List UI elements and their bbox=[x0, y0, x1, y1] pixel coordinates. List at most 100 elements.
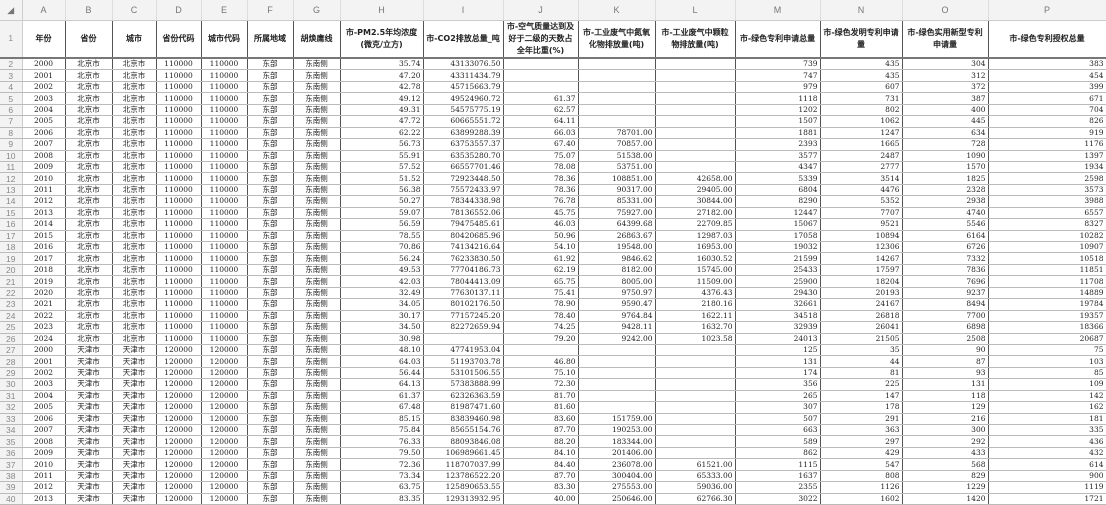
header-cell[interactable]: 省份代码 bbox=[156, 20, 202, 59]
cell[interactable]: 7700 bbox=[902, 310, 989, 323]
cell[interactable]: 34.05 bbox=[340, 298, 424, 311]
cell[interactable]: 2004 bbox=[22, 104, 66, 117]
row-number[interactable]: 7 bbox=[0, 115, 23, 128]
cell[interactable]: 383 bbox=[988, 58, 1106, 71]
cell[interactable]: 110000 bbox=[201, 264, 248, 277]
cell[interactable]: 49.12 bbox=[340, 92, 424, 105]
cell[interactable]: 80102176.50 bbox=[423, 298, 504, 311]
cell[interactable]: 东南侧 bbox=[293, 150, 341, 162]
cell[interactable]: 47741953.04 bbox=[423, 344, 504, 357]
select-all-corner[interactable]: ◢ bbox=[0, 0, 23, 21]
cell[interactable]: 4376.43 bbox=[655, 287, 736, 300]
cell[interactable]: 东部 bbox=[247, 390, 294, 403]
cell[interactable]: 47.72 bbox=[340, 115, 424, 128]
cell[interactable]: 110000 bbox=[156, 69, 202, 82]
cell[interactable]: 19548.00 bbox=[578, 241, 656, 254]
cell[interactable]: 70857.00 bbox=[578, 138, 656, 151]
cell[interactable]: 北京市 bbox=[65, 127, 113, 140]
cell[interactable]: 2019 bbox=[22, 275, 66, 288]
cell[interactable]: 北京市 bbox=[65, 138, 113, 151]
cell[interactable]: 63.75 bbox=[340, 481, 424, 494]
cell[interactable]: 429 bbox=[820, 447, 903, 460]
row-number[interactable]: 28 bbox=[0, 355, 23, 368]
cell[interactable]: 4476 bbox=[820, 184, 903, 197]
cell[interactable]: 东部 bbox=[247, 447, 294, 460]
cell[interactable]: 125890653.55 bbox=[423, 481, 504, 494]
cell[interactable]: 54.10 bbox=[503, 241, 579, 254]
cell[interactable]: 614 bbox=[988, 458, 1106, 471]
cell[interactable]: 2015 bbox=[22, 230, 66, 243]
cell[interactable]: 北京市 bbox=[112, 184, 157, 197]
cell[interactable]: 29405.00 bbox=[655, 184, 736, 197]
cell[interactable]: 天津市 bbox=[65, 458, 113, 471]
cell[interactable]: 808 bbox=[820, 470, 903, 483]
cell[interactable]: 90 bbox=[902, 344, 989, 357]
cell[interactable]: 225 bbox=[820, 378, 903, 391]
cell[interactable] bbox=[503, 69, 579, 82]
cell[interactable]: 81 bbox=[820, 367, 903, 380]
cell[interactable]: 东南侧 bbox=[293, 321, 341, 334]
cell[interactable]: 63899288.39 bbox=[423, 127, 504, 140]
cell[interactable]: 862 bbox=[735, 447, 821, 460]
cell[interactable]: 67.40 bbox=[503, 138, 579, 151]
cell[interactable]: 43133076.50 bbox=[423, 58, 504, 71]
cell[interactable]: 120000 bbox=[156, 447, 202, 460]
cell[interactable]: 51193703.78 bbox=[423, 355, 504, 368]
cell[interactable]: 87 bbox=[902, 355, 989, 368]
cell[interactable]: 1934 bbox=[988, 161, 1106, 174]
cell[interactable]: 110000 bbox=[201, 69, 248, 82]
cell[interactable]: 2009 bbox=[22, 161, 66, 174]
cell[interactable]: 26863.67 bbox=[578, 230, 656, 243]
cell[interactable]: 北京市 bbox=[112, 115, 157, 128]
cell[interactable]: 北京市 bbox=[112, 298, 157, 311]
column-header-h[interactable]: H bbox=[340, 0, 424, 21]
header-cell[interactable]: 所属地域 bbox=[247, 20, 294, 59]
cell[interactable]: 236078.00 bbox=[578, 458, 656, 471]
cell[interactable]: 110000 bbox=[156, 310, 202, 323]
cell[interactable]: 292 bbox=[902, 435, 989, 448]
cell[interactable] bbox=[655, 58, 736, 71]
cell[interactable]: 432 bbox=[988, 447, 1106, 460]
cell[interactable] bbox=[655, 81, 736, 94]
cell[interactable]: 21599 bbox=[735, 252, 821, 265]
cell[interactable]: 2328 bbox=[902, 184, 989, 197]
row-number[interactable]: 39 bbox=[0, 481, 23, 494]
cell[interactable]: 45.75 bbox=[503, 207, 579, 220]
cell[interactable]: 东南侧 bbox=[293, 58, 341, 71]
cell[interactable]: 110000 bbox=[201, 115, 248, 128]
row-number[interactable]: 21 bbox=[0, 275, 23, 288]
cell[interactable]: 25900 bbox=[735, 275, 821, 288]
row-number[interactable]: 37 bbox=[0, 458, 23, 471]
cell[interactable]: 19357 bbox=[988, 310, 1106, 323]
cell[interactable]: 东部 bbox=[247, 92, 294, 105]
cell[interactable]: 46.80 bbox=[503, 355, 579, 368]
cell[interactable]: 110000 bbox=[156, 252, 202, 265]
cell[interactable]: 北京市 bbox=[65, 230, 113, 243]
cell[interactable]: 110000 bbox=[156, 218, 202, 231]
cell[interactable]: 547 bbox=[820, 458, 903, 471]
header-cell[interactable]: 市-PM2.5年均浓度(微克/立方) bbox=[340, 20, 424, 59]
cell[interactable] bbox=[578, 81, 656, 94]
cell[interactable]: 589 bbox=[735, 435, 821, 448]
cell[interactable]: 275553.00 bbox=[578, 481, 656, 494]
column-header-i[interactable]: I bbox=[423, 0, 504, 21]
cell[interactable]: 14889 bbox=[988, 287, 1106, 300]
cell[interactable]: 83.60 bbox=[503, 413, 579, 426]
column-header-e[interactable]: E bbox=[201, 0, 248, 21]
row-number[interactable]: 16 bbox=[0, 218, 23, 231]
cell[interactable]: 77630137.11 bbox=[423, 287, 504, 300]
cell[interactable]: 北京市 bbox=[65, 172, 113, 185]
cell[interactable]: 829 bbox=[902, 470, 989, 483]
cell[interactable]: 49.31 bbox=[340, 104, 424, 117]
cell[interactable]: 北京市 bbox=[65, 58, 113, 71]
cell[interactable]: 110000 bbox=[201, 287, 248, 300]
cell[interactable]: 3514 bbox=[820, 172, 903, 185]
cell[interactable]: 110000 bbox=[201, 195, 248, 208]
column-header-a[interactable]: A bbox=[22, 0, 66, 21]
cell[interactable]: 北京市 bbox=[112, 207, 157, 220]
cell[interactable] bbox=[578, 92, 656, 105]
cell[interactable]: 110000 bbox=[156, 138, 202, 151]
cell[interactable]: 6898 bbox=[902, 321, 989, 334]
cell[interactable]: 10907 bbox=[988, 241, 1106, 254]
cell[interactable]: 2000 bbox=[22, 344, 66, 357]
